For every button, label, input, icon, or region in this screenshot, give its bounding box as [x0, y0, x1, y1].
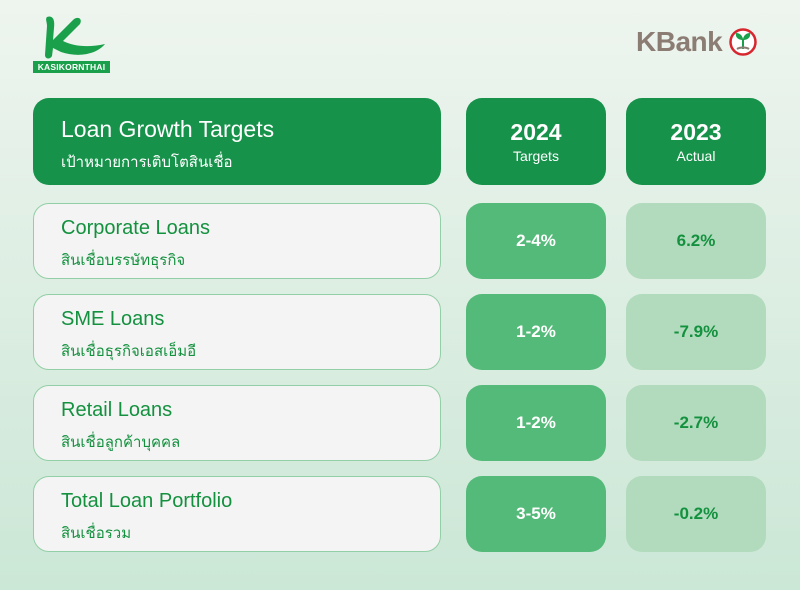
header-2024-targets: 2024 Targets: [466, 98, 606, 185]
column-label: Actual: [676, 148, 716, 164]
row-label-en: SME Loans: [61, 308, 165, 330]
actual-value-retail: -2.7%: [626, 385, 766, 461]
column-year: 2023: [670, 119, 722, 145]
row-label-th: สินเชื่อบรรษัทธุรกิจ: [61, 252, 186, 269]
header-2023-actual: 2023 Actual: [626, 98, 766, 185]
actual-value-total: -0.2%: [626, 476, 766, 552]
column-year: 2024: [510, 119, 562, 145]
target-value-total: 3-5%: [466, 476, 606, 552]
kasikornthai-logo: KASIKORNTHAI: [33, 14, 113, 74]
kbank-sprout-icon: [729, 28, 757, 56]
row-label-retail-loans: Retail Loans สินเชื่อลูกค้าบุคคล: [33, 385, 441, 461]
k-logo-icon: [45, 16, 105, 59]
target-value-sme: 1-2%: [466, 294, 606, 370]
header-title-card: Loan Growth Targets เป้าหมายการเติบโตสิน…: [33, 98, 441, 185]
page-subtitle-thai: เป้าหมายการเติบโตสินเชื่อ: [61, 154, 233, 171]
row-label-corporate-loans: Corporate Loans สินเชื่อบรรษัทธุรกิจ: [33, 203, 441, 279]
actual-value-sme: -7.9%: [626, 294, 766, 370]
target-value-retail: 1-2%: [466, 385, 606, 461]
row-label-total-loan-portfolio: Total Loan Portfolio สินเชื่อรวม: [33, 476, 441, 552]
target-value-corporate: 2-4%: [466, 203, 606, 279]
row-label-en: Retail Loans: [61, 399, 173, 421]
page-title: Loan Growth Targets: [61, 116, 275, 142]
row-label-sme-loans: SME Loans สินเชื่อธุรกิจเอสเอ็มอี: [33, 294, 441, 370]
kasikornthai-wordmark: KASIKORNTHAI: [33, 61, 110, 73]
column-label: Targets: [513, 148, 559, 164]
row-label-th: สินเชื่อรวม: [61, 525, 132, 542]
row-label-en: Total Loan Portfolio: [61, 490, 233, 512]
kbank-wordmark: KBank: [636, 26, 723, 57]
actual-value-corporate: 6.2%: [626, 203, 766, 279]
row-label-th: สินเชื่อธุรกิจเอสเอ็มอี: [61, 343, 197, 360]
row-label-th: สินเชื่อลูกค้าบุคคล: [61, 434, 181, 451]
row-label-en: Corporate Loans: [61, 217, 210, 239]
kbank-logo: KBank: [636, 24, 758, 60]
